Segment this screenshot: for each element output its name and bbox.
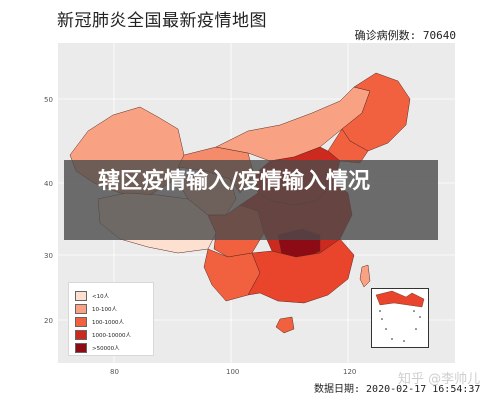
region-hainan [275,316,295,334]
map-legend: <10人 10-100人 100-1000人 1000-10000人 >5000… [68,282,154,356]
legend-item: 100-1000人 [75,317,124,327]
south-china-sea-inset [371,288,429,348]
legend-swatch [75,317,87,327]
x-tick-120: 120 [343,368,357,376]
watermark: 知乎 @李帅儿 [398,372,481,387]
map-title: 新冠肺炎全国最新疫情地图 [57,11,267,31]
headline-banner [64,160,438,240]
inset-map [375,290,425,342]
y-tick-40: 40 [44,180,53,188]
region-taiwan [359,264,371,288]
y-tick-30: 30 [44,252,53,260]
legend-item: 1000-10000人 [75,330,131,340]
legend-swatch [75,343,87,353]
x-tick-80: 80 [110,368,119,376]
region-northeast [341,72,411,152]
legend-item: >50000人 [75,343,120,353]
legend-swatch [75,304,87,314]
headline-text: 辖区疫情输入/疫情输入情况 [97,169,371,194]
y-tick-20: 20 [44,317,53,325]
legend-label: 1000-10000人 [92,333,131,339]
confirmed-count: 确诊病例数: 70640 [354,29,456,42]
legend-swatch [75,330,87,340]
legend-label: 100-1000人 [92,320,124,326]
legend-swatch [75,291,87,301]
legend-label: 10-100人 [92,307,117,313]
legend-item: <10人 [75,291,109,301]
legend-label: <10人 [92,294,110,300]
x-tick-100: 100 [226,368,240,376]
y-tick-50: 50 [44,96,53,104]
legend-label: >50000人 [92,346,120,352]
legend-item: 10-100人 [75,304,117,314]
region-south [247,238,355,304]
data-date: 数据日期: 2020-02-17 16:54:37 [314,384,481,395]
